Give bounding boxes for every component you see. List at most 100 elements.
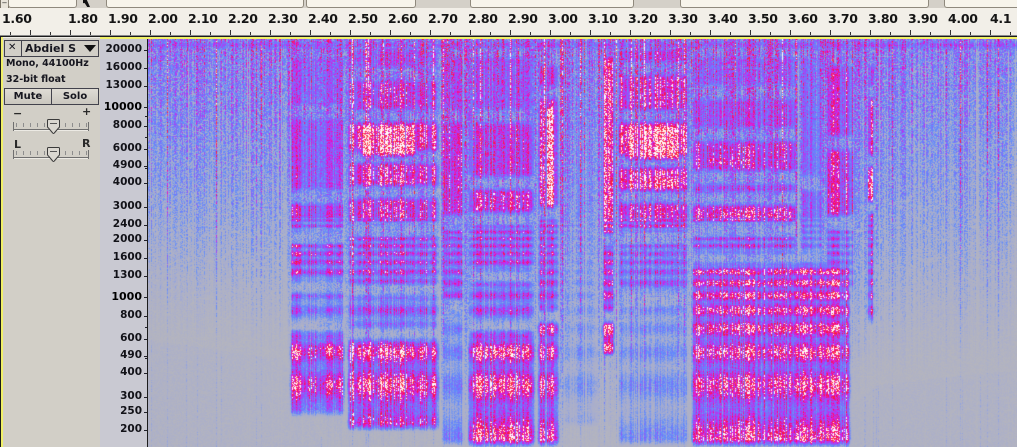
toolbar-button[interactable] <box>680 0 929 8</box>
timeline-tick-minor <box>90 32 91 35</box>
freq-tick <box>144 107 148 108</box>
toolbar-button[interactable] <box>470 0 634 8</box>
timeline-tick-major <box>630 30 631 35</box>
timeline-tick-major <box>950 30 951 35</box>
timeline-tick-minor <box>370 32 371 35</box>
freq-tick <box>144 149 148 150</box>
freq-tick <box>144 240 148 241</box>
panel-top-highlight <box>3 37 100 38</box>
freq-tick <box>144 412 148 413</box>
timeline-label: 4.00 <box>948 11 978 26</box>
timeline-tick-minor <box>410 32 411 35</box>
timeline-tick-minor <box>330 32 331 35</box>
timeline-tick-minor <box>170 32 171 35</box>
timeline-tick-major <box>270 30 271 35</box>
freq-label: 13000 <box>105 78 142 91</box>
header-divider <box>21 41 22 56</box>
frequency-ruler[interactable]: 20000 16000 13000 10000 8000 6000 4900 4000 3000… <box>100 39 148 447</box>
timeline-label: 3.20 <box>628 11 658 26</box>
track-info-depth: 32-bit float <box>6 74 66 85</box>
track-top-border <box>0 36 1017 37</box>
freq-label: 3000 <box>112 199 142 212</box>
timeline-tick-major <box>750 30 751 35</box>
timeline-tick-major <box>390 30 391 35</box>
freq-label: 20000 <box>105 43 142 55</box>
timeline-label: 3.90 <box>908 11 938 26</box>
toolbar-button[interactable] <box>306 0 416 8</box>
timeline-tick-major <box>70 30 71 35</box>
gain-plus-label: + <box>82 105 92 118</box>
timeline-tick-major <box>230 30 231 35</box>
timeline-label: 4.1 <box>990 11 1012 26</box>
timeline-label: 2.80 <box>468 11 498 26</box>
timeline-tick-major <box>190 30 191 35</box>
timeline-tick-major <box>590 30 591 35</box>
freq-tick <box>144 183 148 184</box>
freq-label: 16000 <box>105 61 142 74</box>
freq-minor-tick <box>145 137 148 138</box>
freq-minor-tick <box>145 358 148 359</box>
track-title[interactable]: Abdiel S <box>25 42 77 55</box>
timeline-tick-major <box>790 30 791 35</box>
timeline-label: 3.10 <box>588 11 618 26</box>
timeline-label: 3.80 <box>868 11 898 26</box>
pan-right-label: R <box>82 137 91 150</box>
freq-tick <box>144 166 148 167</box>
timeline-tick-minor <box>690 32 691 35</box>
timeline-tick-minor <box>250 32 251 35</box>
timeline-tick-minor <box>1010 32 1011 35</box>
freq-label: 200 <box>120 423 142 435</box>
focus-border-left <box>1 37 3 447</box>
timeline-label: 2.20 <box>228 11 258 26</box>
mute-solo-group: Mute Solo <box>4 88 99 105</box>
timeline-tick-minor <box>130 32 131 35</box>
timeline-tick-minor <box>930 32 931 35</box>
freq-tick <box>144 373 148 374</box>
timeline-label: 1.90 <box>108 11 138 26</box>
timeline-tick-major <box>990 30 991 35</box>
timeline-tick-minor <box>50 32 51 35</box>
gain-slider-cap-right <box>88 122 89 131</box>
freq-tick <box>144 356 148 357</box>
freq-label: 2000 <box>112 233 142 245</box>
dropdown-arrow-icon[interactable] <box>84 45 96 52</box>
timeline-label: 2.00 <box>148 11 178 26</box>
timeline-tick-minor <box>210 32 211 35</box>
spectrogram-canvas[interactable] <box>148 39 1017 447</box>
timeline-label: 3.60 <box>788 11 818 26</box>
freq-label: 10000 <box>103 100 142 114</box>
timeline-tick-major <box>310 30 311 35</box>
solo-button[interactable]: Solo <box>52 89 98 104</box>
freq-label: 8000 <box>112 118 142 131</box>
close-icon[interactable]: ✕ <box>8 42 17 53</box>
toolbar-button[interactable] <box>8 0 77 8</box>
toolbar-button[interactable] <box>944 0 1017 8</box>
gain-slider-thumb[interactable] <box>46 118 61 136</box>
timeline-tick-minor <box>290 32 291 35</box>
mute-button[interactable]: Mute <box>5 89 51 104</box>
timeline-tick-major <box>710 30 711 35</box>
track-header[interactable]: ✕ Abdiel S <box>4 40 99 57</box>
freq-tick <box>144 50 148 51</box>
timeline-tick-major <box>150 30 151 35</box>
pan-slider-thumb[interactable] <box>46 146 61 164</box>
timeline-ruler[interactable]: 1.60 1.80 1.90 2.00 2.10 2.20 2.30 2.40 2.50 2.60… <box>0 8 1017 36</box>
timeline-tick-minor <box>570 32 571 35</box>
freq-label: 4900 <box>112 159 142 172</box>
toolbar-button[interactable] <box>106 0 304 8</box>
track-left-border <box>0 36 1 447</box>
timeline-tick-major <box>870 30 871 35</box>
freq-label: 1300 <box>112 268 142 281</box>
timeline-tick-minor <box>730 32 731 35</box>
gain-minus-label: − <box>13 107 23 120</box>
timeline-label: 3.40 <box>708 11 738 26</box>
timeline-label: 3.70 <box>828 11 858 26</box>
timeline-tick-minor <box>770 32 771 35</box>
freq-label: 2400 <box>112 217 142 230</box>
timeline-label: 3.50 <box>748 11 778 26</box>
freq-tick <box>144 397 148 398</box>
timeline-tick-minor <box>970 32 971 35</box>
mute-solo-divider <box>51 89 52 104</box>
toolbar-strip: − <box>0 0 1017 9</box>
